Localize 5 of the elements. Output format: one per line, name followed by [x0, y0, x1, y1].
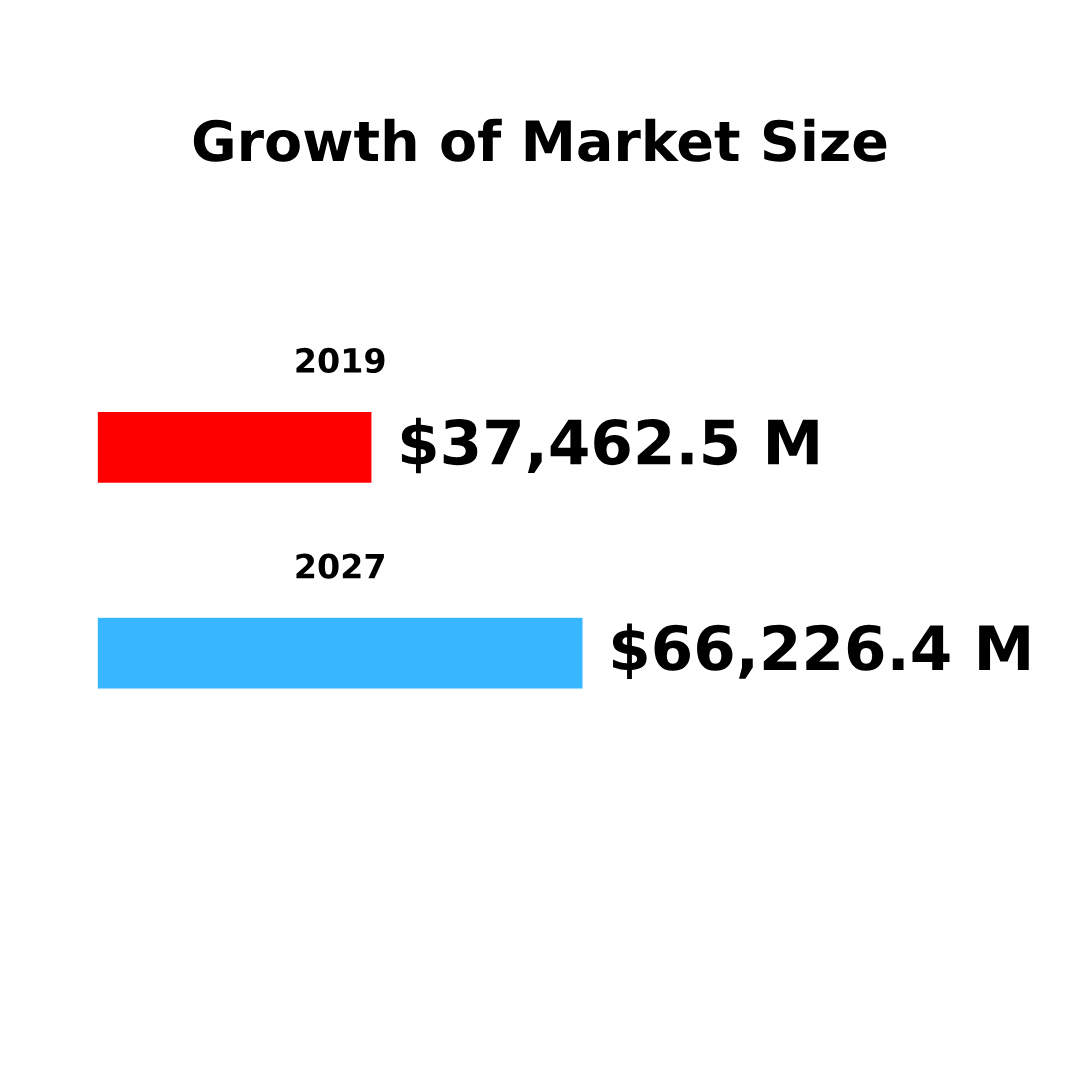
- y-tick-label: 2027: [296, 553, 384, 579]
- y-tick-label: 2019: [296, 347, 385, 374]
- data-label: $66,226.4 M: [612, 623, 1029, 679]
- chart-title: Growth of Market Size: [193, 118, 887, 162]
- data-label: $37,462.5 M: [401, 417, 818, 474]
